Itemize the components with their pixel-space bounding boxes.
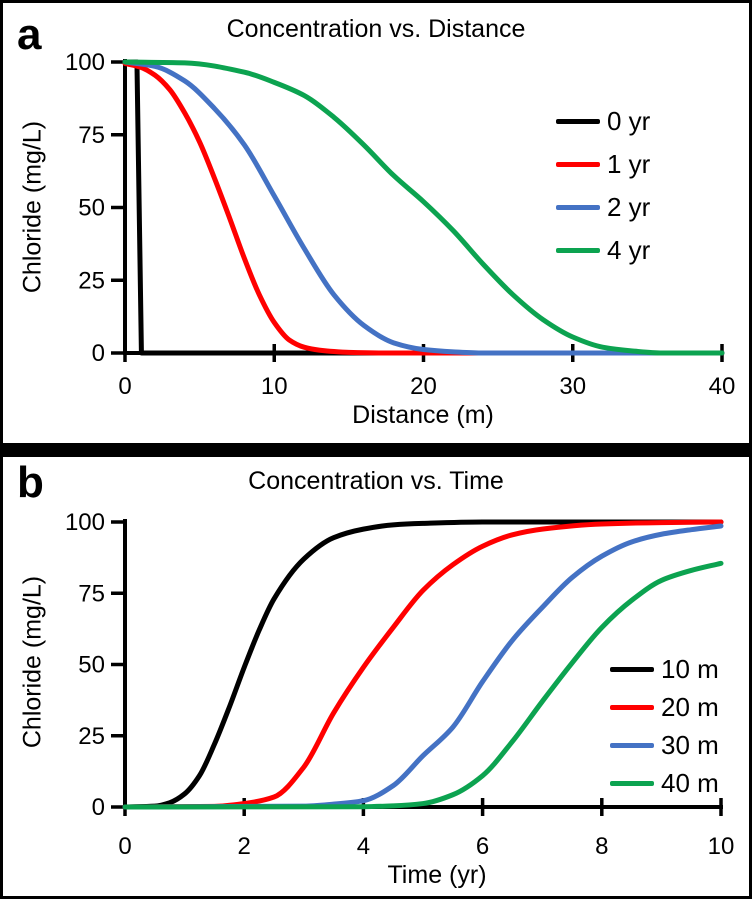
y-tick-label: 50 xyxy=(78,652,105,679)
legend-swatch xyxy=(610,742,654,748)
panel-a-title: Concentration vs. Distance xyxy=(226,15,526,43)
panel-a-letter: a xyxy=(17,10,42,59)
y-tick-label: 0 xyxy=(92,794,105,821)
legend-swatch xyxy=(610,780,654,786)
series-line-40-m xyxy=(122,560,724,810)
series-line-2-yr xyxy=(122,59,725,356)
y-tick-label: 0 xyxy=(92,340,105,367)
y-tick-label: 100 xyxy=(65,49,105,76)
legend-item: 0 yr xyxy=(556,107,650,135)
panel-b-legend: 10 m 20 m 30 m 40 m xyxy=(610,655,719,797)
panel-b-plot-canvas: 0 25 50 75 100 0 2 4 6 8 10 xyxy=(65,509,735,860)
legend-item: 20 m xyxy=(610,693,719,721)
y-tick-label: 25 xyxy=(78,267,105,294)
legend-label: 2 yr xyxy=(607,192,651,222)
y-tick-label: 25 xyxy=(78,723,105,750)
legend-swatch xyxy=(556,118,600,124)
legend-item: 30 m xyxy=(610,731,719,759)
x-tick-label: 0 xyxy=(118,833,131,860)
legend-label: 10 m xyxy=(661,654,719,684)
legend-item: 10 m xyxy=(610,655,719,683)
panel-a: 0 25 50 75 100 0 10 20 30 40 a Concentration vs. … xyxy=(0,0,752,443)
x-tick-label: 0 xyxy=(118,373,131,400)
x-tick-label: 2 xyxy=(238,833,251,860)
panel-b-x-axis-label: Time (yr) xyxy=(387,861,487,889)
legend-label: 20 m xyxy=(661,692,719,722)
panel-divider xyxy=(0,443,752,457)
x-tick-label: 10 xyxy=(261,373,288,400)
series-line-4-yr xyxy=(122,59,725,356)
series-line-1-yr xyxy=(122,60,725,356)
series-line-30-m xyxy=(122,523,724,810)
y-tick-label: 75 xyxy=(78,580,105,607)
legend-item: 40 m xyxy=(610,769,719,797)
panel-b-letter: b xyxy=(17,458,44,507)
y-tick-label: 50 xyxy=(78,195,105,222)
legend-swatch xyxy=(610,666,654,672)
legend-label: 30 m xyxy=(661,730,719,760)
panel-a-x-axis-label: Distance (m) xyxy=(352,401,494,429)
x-tick-label: 20 xyxy=(410,373,437,400)
legend-swatch xyxy=(556,247,600,253)
panel-b: 0 25 50 75 100 0 2 4 6 8 10 b Concentration vs. Ti… xyxy=(0,457,752,899)
panel-b-title: Concentration vs. Time xyxy=(248,467,504,495)
legend-item: 1 yr xyxy=(556,150,650,178)
legend-label: 40 m xyxy=(661,768,719,798)
legend-label: 1 yr xyxy=(607,149,651,179)
series-line-10-m xyxy=(122,519,724,810)
legend-swatch xyxy=(610,704,654,710)
legend-label: 4 yr xyxy=(607,235,651,265)
legend-swatch xyxy=(556,204,600,210)
series-line-20-m xyxy=(122,519,724,810)
legend-item: 2 yr xyxy=(556,193,650,221)
panel-a-y-axis-label: Chloride (mg/L) xyxy=(18,120,47,294)
x-tick-label: 30 xyxy=(559,373,586,400)
x-tick-label: 6 xyxy=(476,833,489,860)
panel-b-y-axis-label: Chloride (mg/L) xyxy=(18,575,47,749)
y-tick-label: 75 xyxy=(78,122,105,149)
x-tick-label: 40 xyxy=(709,373,736,400)
x-tick-label: 4 xyxy=(357,833,370,860)
panel-a-legend: 0 yr 1 yr 2 yr 4 yr xyxy=(556,107,650,264)
legend-item: 4 yr xyxy=(556,236,650,264)
legend-label: 0 yr xyxy=(607,106,651,136)
x-tick-label: 8 xyxy=(595,833,608,860)
legend-swatch xyxy=(556,161,600,167)
panel-a-plot-canvas: 0 25 50 75 100 0 10 20 30 40 xyxy=(65,49,736,400)
x-tick-label: 10 xyxy=(708,833,735,860)
y-tick-label: 100 xyxy=(65,509,105,536)
